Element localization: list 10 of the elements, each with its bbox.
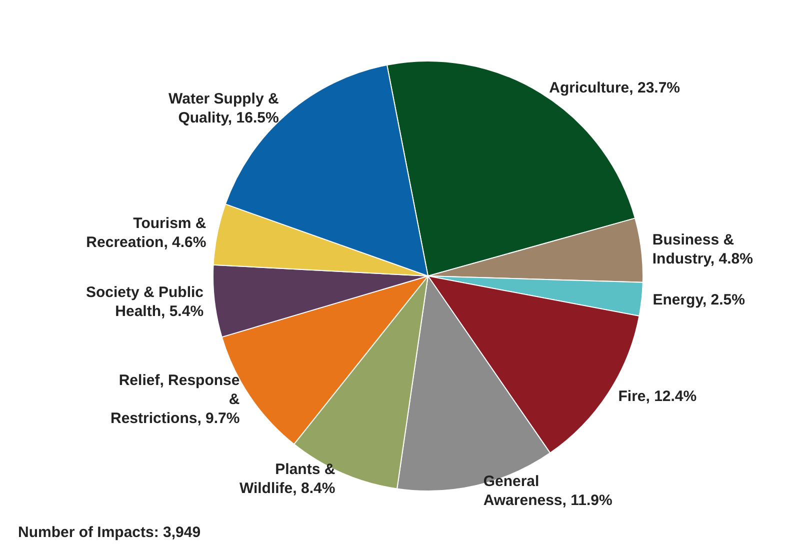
- text: Number of Impacts: 3,949: [18, 524, 201, 541]
- slice-label: Water Supply & Quality, 16.5%: [168, 90, 279, 127]
- slice-label: Society & Public Health, 5.4%: [86, 284, 204, 320]
- slice-label: Fire, 12.4%: [618, 388, 697, 406]
- slice-label: General Awareness, 11.9%: [483, 473, 612, 510]
- slice-label: Tourism & Recreation, 4.6%: [86, 214, 206, 251]
- slice-label: Energy, 2.5%: [652, 291, 745, 308]
- slice-label: Relief, Response & Restrictions, 9.7%: [110, 372, 240, 427]
- slice-label: Agriculture, 23.7%: [549, 79, 680, 96]
- slice-label: Business & Industry, 4.8%: [652, 231, 753, 268]
